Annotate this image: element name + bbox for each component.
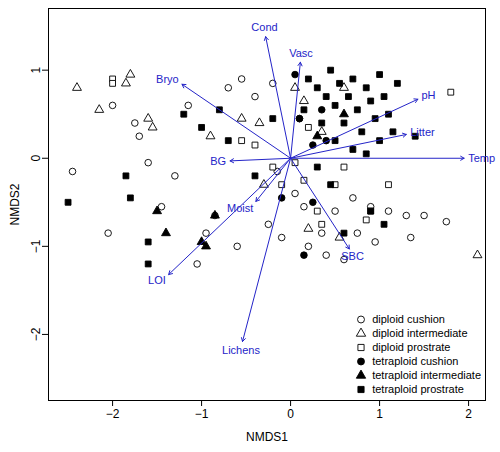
svg-text:Litter: Litter: [410, 126, 435, 138]
svg-text:1: 1: [376, 407, 383, 421]
svg-text:LOI: LOI: [148, 274, 166, 286]
svg-text:0: 0: [287, 407, 294, 421]
html-text:diploid cushion: diploid cushion: [372, 313, 445, 325]
html-text:tetraploid prostrate: tetraploid prostrate: [372, 383, 464, 395]
svg-text:2: 2: [465, 407, 472, 421]
svg-text:BG: BG: [210, 155, 226, 167]
svg-text:−1: −1: [195, 407, 209, 421]
html-text:tetraploid intermediate: tetraploid intermediate: [372, 369, 481, 381]
svg-text:pH: pH: [421, 89, 435, 101]
svg-text:Lichens: Lichens: [222, 344, 260, 356]
html-text:diploid prostrate: diploid prostrate: [372, 341, 451, 353]
svg-text:−1: −1: [29, 239, 43, 253]
svg-text:Temp: Temp: [468, 152, 495, 164]
svg-text:1: 1: [29, 67, 43, 74]
svg-text:−2: −2: [106, 407, 120, 421]
svg-text:NMDS2: NMDS2: [8, 183, 22, 225]
svg-text:0: 0: [29, 155, 43, 162]
svg-text:−2: −2: [29, 327, 43, 341]
html-text:diploid intermediate: diploid intermediate: [372, 327, 468, 339]
svg-text:Moist: Moist: [227, 202, 253, 214]
svg-text:NMDS1: NMDS1: [246, 430, 288, 444]
svg-text:SBC: SBC: [341, 250, 364, 262]
svg-text:Vasc: Vasc: [289, 47, 313, 59]
svg-text:Bryo: Bryo: [156, 73, 179, 85]
html-text:tetraploid cushion: tetraploid cushion: [372, 355, 459, 367]
svg-text:Cond: Cond: [251, 21, 277, 33]
